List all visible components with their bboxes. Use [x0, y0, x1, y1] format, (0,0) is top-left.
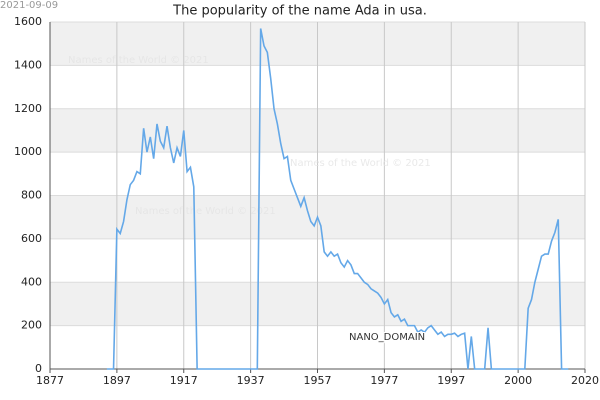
x-tick-label: 1957	[304, 374, 332, 387]
x-tick-label: 2020	[571, 374, 599, 387]
y-tick-label: 1400	[14, 58, 42, 71]
watermark: Names of the World © 2021	[290, 158, 431, 169]
x-tick-label: 1877	[36, 374, 64, 387]
watermark: Names of the World © 2021	[68, 55, 209, 66]
annotation: NANO_DOMAIN	[349, 332, 425, 343]
y-tick-label: 800	[21, 189, 42, 202]
x-tick-label: 1917	[170, 374, 198, 387]
y-tick-label: 400	[21, 275, 42, 288]
y-tick-label: 0	[35, 362, 42, 375]
line	[106, 28, 569, 370]
y-tick-label: 200	[21, 319, 42, 332]
x-tick-label: 2000	[504, 374, 532, 387]
x-tick-label: 1897	[103, 374, 131, 387]
y-tick-label: 600	[21, 232, 42, 245]
y-tick-label: 1600	[14, 15, 42, 28]
x-tick-label: 1937	[237, 374, 265, 387]
x-tick-label: 1997	[437, 374, 465, 387]
x-tick-label: 1977	[370, 374, 398, 387]
chart-title: The popularity of the name Ada in usa.	[172, 4, 427, 19]
date-stamp: 2021-09-09	[0, 0, 58, 11]
y-tick-label: 1200	[14, 102, 42, 115]
watermark: Names of the World © 2021	[135, 206, 276, 217]
y-tick-label: 1000	[14, 145, 42, 158]
